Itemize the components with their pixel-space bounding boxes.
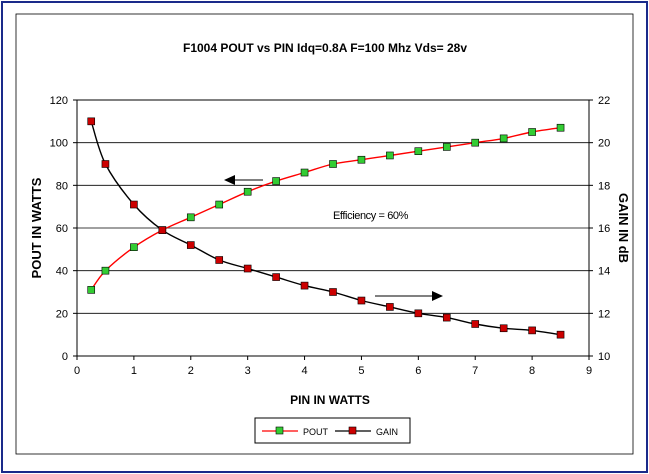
x-axis-ticks: 0 1 2 3 4 5 6 7 8 9 bbox=[74, 356, 592, 377]
x-tick-label: 0 bbox=[74, 365, 80, 377]
y-right-tick-label: 10 bbox=[598, 351, 610, 363]
y-left-tick-label: 20 bbox=[56, 308, 68, 320]
chart-title: F1004 POUT vs PIN Idq=0.8A F=100 Mhz Vds… bbox=[183, 41, 467, 55]
x-tick-label: 9 bbox=[586, 365, 592, 377]
pout-point bbox=[499, 134, 508, 143]
pout-point bbox=[215, 200, 224, 209]
series-gain bbox=[87, 117, 565, 339]
gain-point bbox=[158, 226, 167, 234]
gain-point bbox=[414, 309, 423, 318]
y-left-tick-label: 120 bbox=[50, 95, 68, 107]
x-tick-label: 4 bbox=[301, 365, 307, 377]
legend: POUT GAIN bbox=[254, 417, 411, 444]
x-tick-label: 6 bbox=[415, 365, 421, 377]
gain-point bbox=[528, 326, 536, 335]
gain-point bbox=[186, 241, 195, 249]
legend-item-pout: POUT bbox=[262, 426, 329, 437]
gain-point bbox=[556, 330, 565, 339]
efficiency-annotation: Efficiency = 60% bbox=[333, 210, 409, 222]
pout-point bbox=[300, 168, 309, 177]
pout-point bbox=[414, 147, 423, 155]
x-tick-label: 3 bbox=[245, 365, 251, 377]
gain-point bbox=[329, 288, 337, 296]
y-left-tick-label: 40 bbox=[56, 266, 68, 278]
x-tick-label: 5 bbox=[358, 365, 364, 377]
y-right-tick-label: 22 bbox=[598, 95, 610, 107]
y-left-axis-ticks: 0 20 40 60 80 100 120 bbox=[50, 95, 77, 363]
pout-point bbox=[556, 123, 565, 132]
pout-point bbox=[101, 266, 110, 275]
legend-label-pout: POUT bbox=[303, 427, 329, 437]
pout-point bbox=[87, 286, 96, 294]
right-arrow-annotation bbox=[375, 291, 443, 301]
gain-point bbox=[87, 117, 96, 126]
y-left-tick-label: 100 bbox=[50, 138, 68, 150]
gain-point bbox=[300, 281, 309, 290]
pout-point bbox=[528, 128, 536, 136]
y-right-tick-label: 16 bbox=[598, 223, 610, 235]
gain-point bbox=[101, 160, 110, 168]
y-left-tick-label: 80 bbox=[56, 180, 68, 192]
pout-point bbox=[130, 243, 138, 251]
gain-point bbox=[130, 200, 138, 209]
y-right-tick-label: 20 bbox=[598, 138, 610, 150]
chart-area-border bbox=[15, 13, 634, 455]
pout-point bbox=[386, 151, 394, 160]
x-tick-label: 8 bbox=[529, 365, 535, 377]
left-arrow-annotation bbox=[224, 175, 263, 185]
legend-item-gain: GAIN bbox=[335, 426, 398, 437]
y-left-tick-label: 0 bbox=[62, 351, 68, 363]
gain-point bbox=[471, 320, 480, 328]
gain-point bbox=[357, 296, 366, 305]
gain-point bbox=[499, 324, 508, 333]
y-right-tick-label: 18 bbox=[598, 180, 610, 192]
gain-point bbox=[272, 273, 280, 281]
pout-point bbox=[186, 213, 195, 222]
y-right-axis-ticks: 10 12 14 16 18 20 22 bbox=[589, 95, 610, 363]
gain-point bbox=[243, 264, 252, 273]
legend-label-gain: GAIN bbox=[376, 427, 398, 437]
x-tick-label: 2 bbox=[188, 365, 194, 377]
y-left-tick-label: 60 bbox=[56, 223, 68, 235]
gain-point bbox=[215, 256, 224, 264]
pout-point bbox=[357, 155, 366, 164]
pout-point bbox=[329, 160, 337, 168]
gain-point bbox=[386, 303, 394, 311]
y-left-axis-label: POUT IN WATTS bbox=[29, 177, 44, 278]
x-tick-label: 1 bbox=[131, 365, 137, 377]
pout-point bbox=[471, 138, 480, 147]
x-tick-label: 7 bbox=[472, 365, 478, 377]
pout-point bbox=[243, 187, 252, 196]
y-right-tick-label: 12 bbox=[598, 308, 610, 320]
y-right-axis-label: GAIN IN dB bbox=[616, 193, 631, 263]
pout-point bbox=[272, 177, 280, 185]
x-axis-label: PIN IN WATTS bbox=[290, 393, 370, 407]
pout-point bbox=[442, 143, 451, 151]
y-right-tick-label: 14 bbox=[598, 266, 610, 278]
gain-point bbox=[442, 313, 451, 322]
